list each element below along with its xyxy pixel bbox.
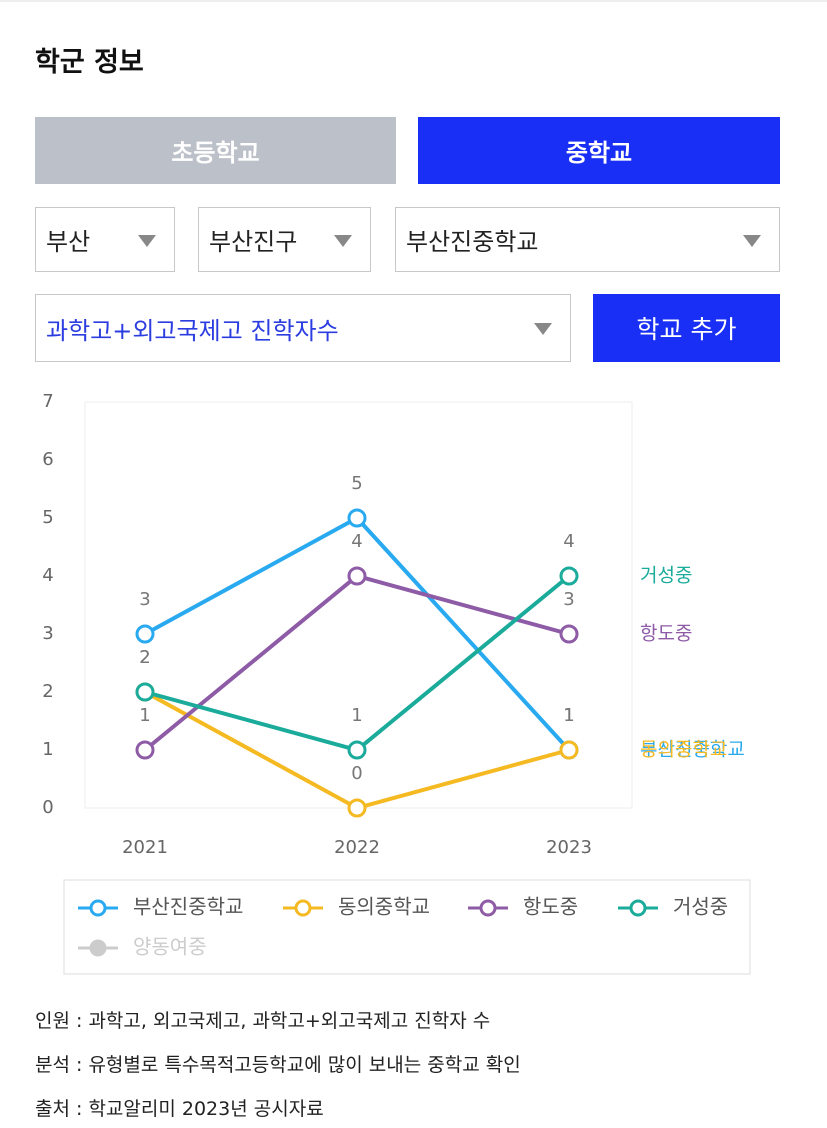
legend-item[interactable]: 양동여중 — [78, 935, 207, 959]
chart: 0 1 2 3 4 5 6 7 2021 2022 2023 3 5 1 부산진중학교 2 0 1 동의중학교 1 4 3… — [42, 391, 751, 975]
metric-select[interactable]: 과학고+외고국제고 진학자수 — [35, 294, 571, 362]
end-label: 거성중 — [640, 565, 692, 587]
data-label: 3 — [563, 589, 574, 610]
select-text: 부산 — [46, 228, 91, 256]
school-select[interactable]: 부산진중학교 — [395, 207, 780, 272]
y-tick-label: 7 — [42, 391, 53, 412]
district-select[interactable]: 부산진구 — [198, 207, 371, 272]
point — [559, 566, 579, 586]
legend-label: 부산진중학교 — [133, 895, 243, 919]
data-label: 4 — [351, 531, 362, 552]
y-tick-label: 0 — [42, 797, 53, 818]
data-label: 1 — [351, 705, 362, 726]
point — [347, 798, 367, 818]
legend-item[interactable]: 부산진중학교 — [78, 895, 243, 919]
section-title: 학군 정보 — [35, 47, 144, 78]
data-label: 0 — [351, 763, 362, 784]
data-label: 1 — [563, 705, 574, 726]
region-select[interactable]: 부산 — [35, 207, 175, 272]
y-tick-label: 3 — [42, 623, 53, 644]
data-label: 2 — [139, 647, 150, 668]
y-tick-label: 6 — [42, 449, 53, 470]
select-text: 과학고+외고국제고 진학자수 — [46, 316, 339, 345]
select-text: 부산진구 — [209, 228, 298, 256]
y-tick-label: 5 — [42, 507, 53, 528]
point — [347, 740, 367, 760]
point — [559, 624, 579, 644]
point — [135, 740, 155, 760]
legend-label: 거성중 — [673, 895, 728, 919]
point — [135, 682, 155, 702]
point — [347, 508, 367, 528]
legend-marker — [629, 899, 647, 917]
point — [347, 566, 367, 586]
legend-label: 양동여중 — [133, 935, 207, 959]
legend-marker — [294, 899, 312, 917]
x-tick-label: 2023 — [546, 837, 592, 858]
legend-box — [63, 879, 751, 975]
add-school-button[interactable]: 학교 추가 — [593, 294, 780, 362]
data-label: 5 — [351, 473, 362, 494]
x-tick-label: 2022 — [334, 837, 380, 858]
legend-marker — [479, 899, 497, 917]
legend-item[interactable]: 거성중 — [618, 895, 728, 919]
end-label: 항도중 — [640, 623, 692, 645]
data-label: 1 — [139, 705, 150, 726]
legend-item[interactable]: 동의중학교 — [283, 895, 430, 919]
y-tick-label: 2 — [42, 681, 53, 702]
end-label: 부산진중학교 — [640, 739, 745, 761]
note: 인원 : 과학고, 외고국제고, 과학고+외고국제고 진학자 수 — [35, 1010, 491, 1032]
tab-middle[interactable]: 중학교 — [418, 117, 780, 184]
data-label: 3 — [139, 589, 150, 610]
end-label: 동의중학교 — [640, 739, 727, 761]
data-label: 4 — [563, 531, 574, 552]
data-label: 1 — [563, 705, 574, 726]
select-text: 부산진중학교 — [406, 228, 539, 256]
note: 분석 : 유형별로 특수목적고등학교에 많이 보내는 중학교 확인 — [35, 1054, 521, 1076]
legend-label: 동의중학교 — [338, 895, 430, 919]
y-tick-label: 1 — [42, 739, 53, 760]
point — [559, 740, 579, 760]
tab-elementary[interactable]: 초등학교 — [35, 117, 396, 184]
data-label: 2 — [139, 647, 150, 668]
legend-label: 항도중 — [523, 895, 578, 919]
legend-marker — [89, 899, 107, 917]
note: 출처 : 학교알리미 2023년 공시자료 — [35, 1098, 324, 1120]
point — [135, 624, 155, 644]
legend-item[interactable]: 항도중 — [468, 895, 578, 919]
legend-marker — [89, 939, 107, 957]
x-tick-label: 2021 — [122, 837, 168, 858]
y-tick-label: 4 — [42, 565, 53, 586]
